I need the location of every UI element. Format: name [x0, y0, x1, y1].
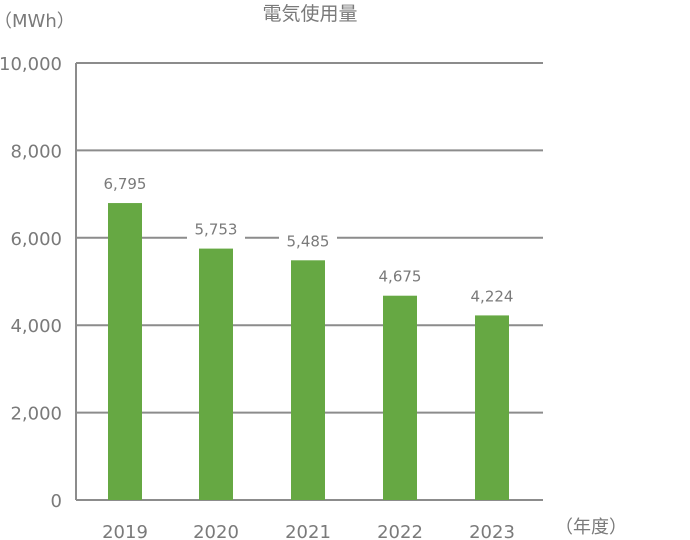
value-label-background	[279, 227, 337, 252]
x-tick-label: 2023	[469, 522, 515, 540]
value-label-background	[463, 282, 521, 307]
value-label-background	[371, 262, 429, 287]
bar-2022	[383, 295, 417, 500]
y-tick-label: 4,000	[10, 316, 62, 337]
value-label-background	[96, 170, 154, 195]
value-label-background	[187, 215, 245, 240]
x-tick-label: 2019	[102, 522, 148, 540]
y-tick-label: 0	[51, 491, 62, 512]
value-label: 4,224	[471, 287, 514, 305]
value-label: 6,795	[104, 175, 147, 193]
y-tick-label: 10,000	[0, 54, 62, 75]
x-tick-label: 2021	[285, 522, 331, 540]
chart-title: 電気使用量	[262, 3, 357, 25]
value-label: 5,485	[287, 232, 330, 250]
bar-2021	[291, 260, 325, 500]
y-tick-label: 6,000	[10, 229, 62, 250]
bar-2020	[199, 248, 233, 500]
y-tick-label: 2,000	[10, 404, 62, 425]
x-tick-label: 2022	[377, 522, 423, 540]
value-label: 5,753	[195, 221, 238, 239]
value-label: 4,675	[379, 268, 422, 286]
y-axis-label: （MWh）	[0, 11, 75, 32]
bar-2023	[475, 315, 509, 500]
x-tick-label: 2020	[193, 522, 239, 540]
bar-2019	[108, 203, 142, 500]
y-tick-label: 8,000	[10, 141, 62, 162]
x-axis-label: （年度）	[555, 517, 627, 538]
